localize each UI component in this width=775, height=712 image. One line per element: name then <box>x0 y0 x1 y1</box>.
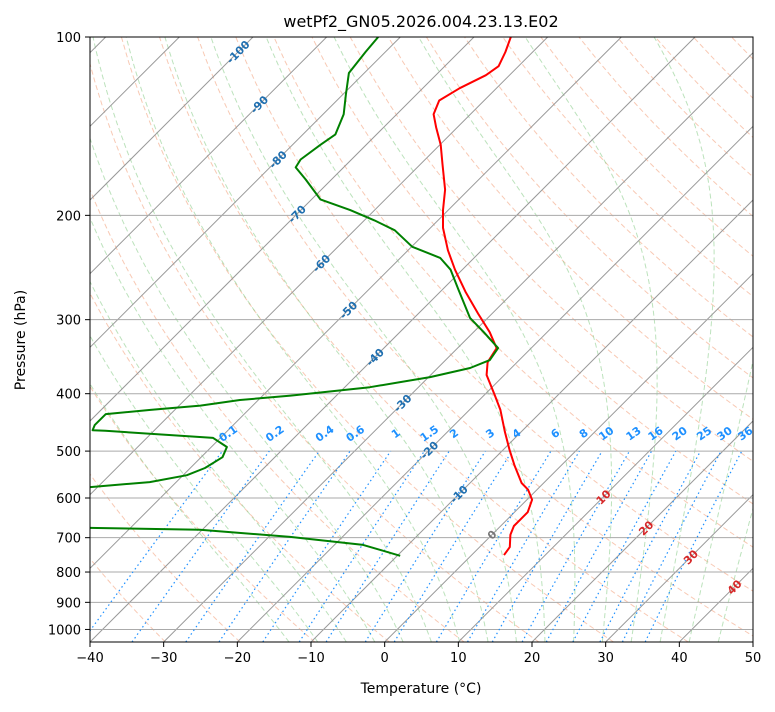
mixing-ratio-label: 1 <box>389 426 403 441</box>
chart-title: wetPf2_GN05.2026.004.23.13.E02 <box>283 12 558 32</box>
dry-adiabat <box>465 37 775 642</box>
isotherm-label: -100 <box>224 38 253 67</box>
isotherm-line <box>0 37 327 642</box>
moist-adiabat <box>689 37 775 642</box>
dry-adiabat <box>0 37 240 642</box>
moist-adiabat <box>64 37 403 642</box>
mixing-ratio-label: 3 <box>483 426 497 441</box>
mixing-ratio-label: 13 <box>624 424 644 443</box>
x-tick-label: 30 <box>597 651 614 666</box>
mixing-ratio-label: 20 <box>670 424 690 444</box>
mixing-ratio-line <box>132 451 269 642</box>
mixing-ratio-line <box>622 451 721 642</box>
dry-adiabat <box>426 37 775 642</box>
y-tick-label: 1000 <box>48 623 81 638</box>
isotherm-line <box>0 37 474 642</box>
x-axis-label: Temperature (°C) <box>360 681 482 697</box>
moist-adiabat <box>126 37 460 642</box>
isotherm-line <box>0 37 253 642</box>
x-tick-label: −30 <box>150 651 177 666</box>
y-tick-label: 500 <box>56 445 81 460</box>
y-tick-label: 400 <box>56 388 81 403</box>
mixing-ratio-line <box>82 451 223 642</box>
dry-adiabat <box>274 37 775 642</box>
moist-adiabat <box>165 37 488 642</box>
dry-adiabat <box>0 37 315 642</box>
dry-adiabat <box>83 37 539 642</box>
mixing-ratio-label: 0.4 <box>313 423 337 445</box>
mixing-ratio-line <box>219 451 350 642</box>
moist-adiabat <box>0 37 318 642</box>
moist-adiabat <box>211 37 517 642</box>
x-tick-label: 40 <box>671 651 688 666</box>
y-tick-label: 800 <box>56 566 81 581</box>
dry-adiabat <box>388 37 775 642</box>
moist-adiabat <box>38 37 375 642</box>
mixing-ratio-line <box>573 451 676 642</box>
x-tick-label: −40 <box>76 651 103 666</box>
isotherm-line <box>753 37 775 642</box>
mixing-ratio-line <box>299 451 424 642</box>
moist-adiabat <box>525 37 657 642</box>
isotherm-line <box>164 37 769 642</box>
y-tick-label: 300 <box>56 314 81 329</box>
x-tick-label: 50 <box>745 651 762 666</box>
x-tick-label: 10 <box>450 651 467 666</box>
isotherm-line <box>90 37 695 642</box>
dry-adiabat <box>160 37 689 642</box>
dry-adiabat <box>350 37 775 642</box>
y-axis-label: Pressure (hPa) <box>13 290 29 390</box>
y-tick-label: 900 <box>56 596 81 611</box>
mixing-ratio-line <box>546 451 651 642</box>
mixing-ratio-line <box>365 451 485 642</box>
moist-adiabat <box>93 37 431 642</box>
moist-adiabat <box>718 37 775 642</box>
mixing-ratio-line <box>645 451 742 642</box>
mixing-ratio-line <box>326 451 449 642</box>
isotherm-line <box>532 37 775 642</box>
mixing-ratio-label: 4 <box>510 426 524 441</box>
y-tick-label: 600 <box>56 492 81 507</box>
isotherm-line <box>0 37 400 642</box>
x-tick-label: 0 <box>381 651 389 666</box>
isotherm-label: -80 <box>267 148 290 171</box>
dewpoint-profile-line <box>60 37 498 488</box>
isotherm-line <box>16 37 621 642</box>
mixing-ratio-line <box>522 451 629 642</box>
isotherm-label: -70 <box>286 203 309 226</box>
dewpoint-profile-line <box>60 527 400 556</box>
mixing-ratio-label: 16 <box>646 424 666 444</box>
y-tick-label: 200 <box>56 209 81 224</box>
dry-adiabat <box>770 37 775 642</box>
x-tick-label: −10 <box>297 651 324 666</box>
dry-adiabat <box>693 37 775 642</box>
y-tick-label: 700 <box>56 532 81 547</box>
mixing-ratio-line <box>394 451 512 642</box>
moist-adiabat <box>654 37 714 642</box>
dry-adiabat <box>655 37 775 642</box>
x-tick-label: −20 <box>224 651 251 666</box>
y-tick-label: 100 <box>56 31 81 46</box>
temperature-profile-line <box>434 37 532 555</box>
x-tick-label: 20 <box>524 651 541 666</box>
mixing-ratio-label: 2 <box>447 426 461 441</box>
isotherm-line <box>385 37 775 642</box>
mixing-ratio-label: 0.2 <box>263 423 286 445</box>
mixing-ratio-label: 25 <box>694 424 714 443</box>
mixing-ratio-label: 30 <box>715 424 735 444</box>
